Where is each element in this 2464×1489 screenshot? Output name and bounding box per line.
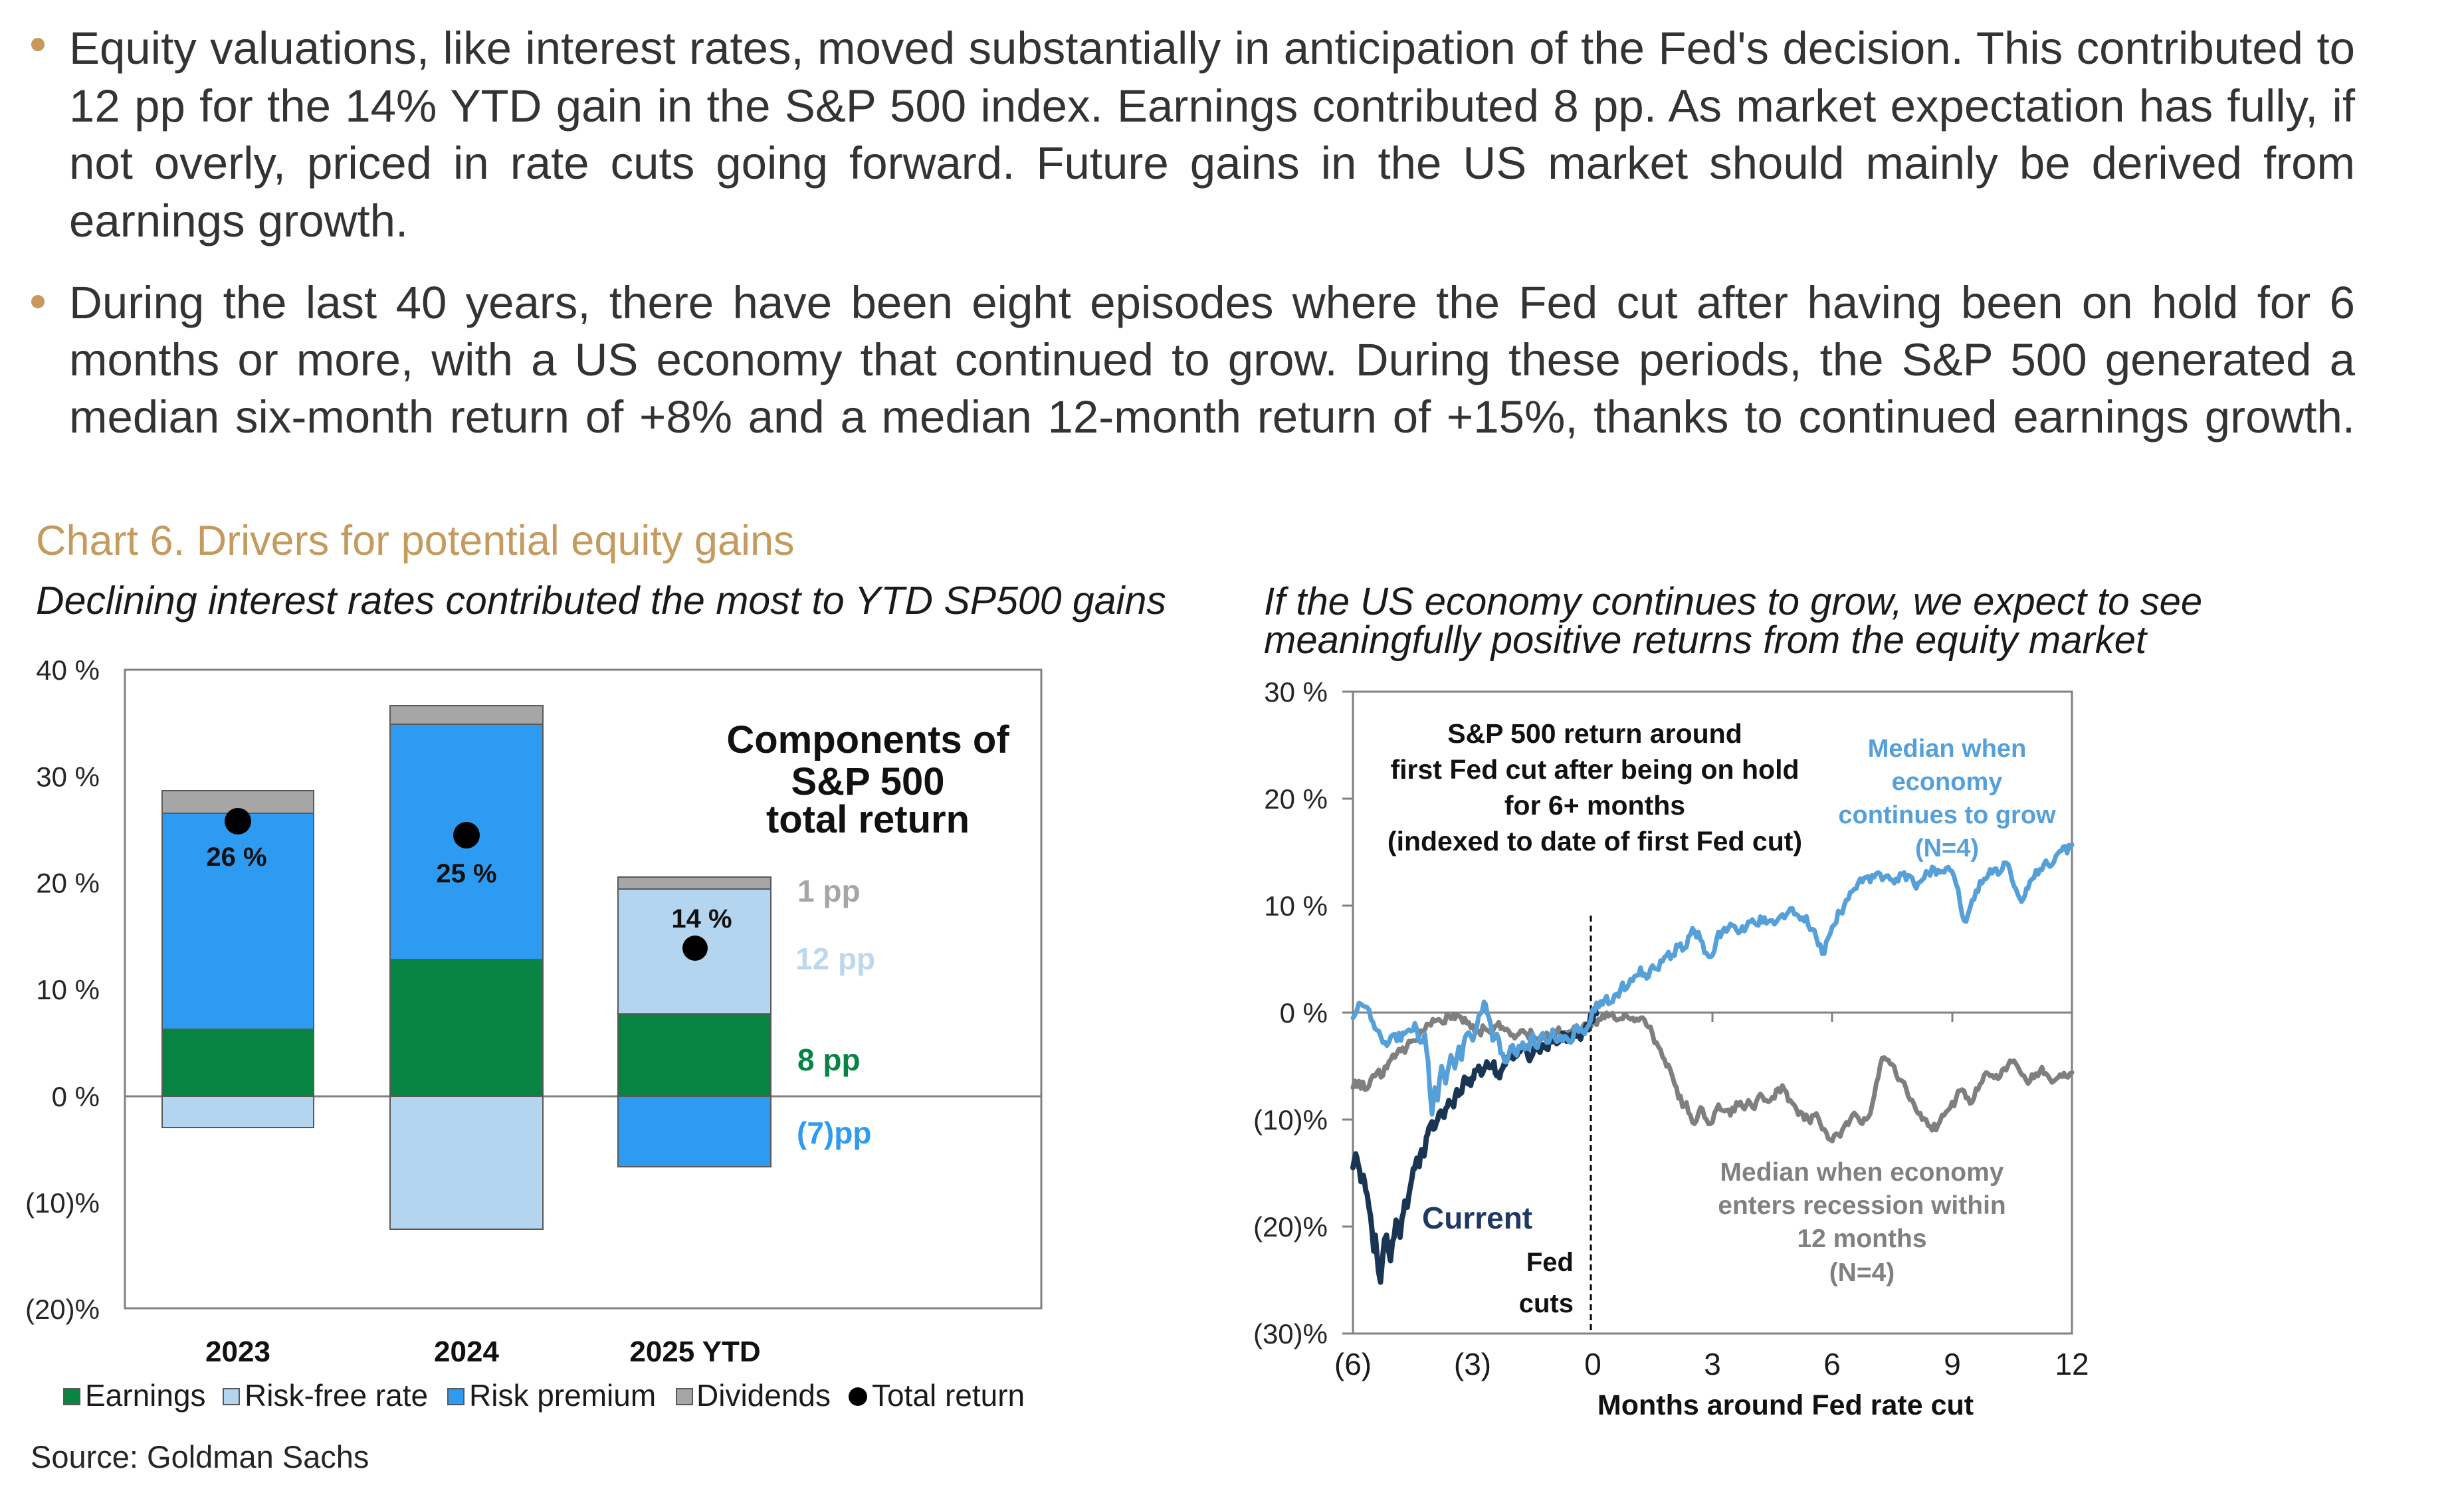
svg-text:(20)%: (20)%: [1253, 1211, 1328, 1242]
svg-text:Median when: Median when: [1868, 735, 2027, 763]
svg-text:9: 9: [1944, 1347, 1961, 1381]
svg-text:20 %: 20 %: [1264, 783, 1328, 815]
svg-text:(20)%: (20)%: [25, 1294, 100, 1325]
svg-text:Total return: Total return: [872, 1378, 1025, 1413]
svg-text:10 %: 10 %: [1264, 890, 1328, 922]
svg-text:(6): (6): [1334, 1347, 1372, 1381]
svg-text:for 6+ months: for 6+ months: [1504, 790, 1685, 821]
svg-text:Months around Fed rate cut: Months around Fed rate cut: [1597, 1389, 1974, 1421]
svg-text:(30)%: (30)%: [1253, 1318, 1328, 1349]
svg-text:Dividends: Dividends: [696, 1378, 831, 1413]
svg-text:8 pp: 8 pp: [797, 1042, 861, 1077]
svg-text:0 %: 0 %: [52, 1081, 100, 1112]
svg-text:0 %: 0 %: [1280, 997, 1328, 1029]
svg-text:12 pp: 12 pp: [795, 942, 875, 976]
svg-text:enters recession within: enters recession within: [1718, 1191, 2005, 1220]
svg-text:(10)%: (10)%: [25, 1187, 100, 1219]
svg-text:Fed: Fed: [1526, 1248, 1574, 1277]
svg-text:(10)%: (10)%: [1253, 1104, 1328, 1136]
svg-text:first Fed cut after being on h: first Fed cut after being on hold: [1391, 754, 1799, 785]
svg-text:S&P 500: S&P 500: [791, 760, 944, 803]
svg-text:(N=4): (N=4): [1829, 1258, 1895, 1287]
svg-text:total return: total return: [766, 798, 970, 841]
svg-text:30 %: 30 %: [36, 761, 100, 792]
svg-text:S&P 500 return around: S&P 500 return around: [1447, 718, 1742, 749]
svg-text:6: 6: [1823, 1347, 1841, 1381]
svg-text:3: 3: [1704, 1347, 1721, 1381]
svg-text:26 %: 26 %: [206, 843, 266, 872]
svg-text:30 %: 30 %: [1264, 676, 1328, 708]
svg-text:25 %: 25 %: [436, 859, 496, 888]
svg-text:Components of: Components of: [726, 718, 1009, 761]
svg-text:(indexed to date of first Fed: (indexed to date of first Fed cut): [1387, 826, 1802, 856]
svg-text:Earnings: Earnings: [85, 1378, 206, 1413]
svg-text:10 %: 10 %: [36, 974, 100, 1005]
svg-text:20 %: 20 %: [36, 868, 100, 899]
svg-text:12: 12: [2055, 1347, 2089, 1381]
svg-text:0: 0: [1584, 1347, 1601, 1381]
svg-text:2024: 2024: [434, 1336, 499, 1368]
svg-text:economy: economy: [1892, 768, 2003, 796]
svg-text:1 pp: 1 pp: [797, 874, 861, 908]
svg-text:Median when economy: Median when economy: [1720, 1158, 2004, 1187]
svg-text:12 months: 12 months: [1797, 1225, 1926, 1253]
svg-text:40 %: 40 %: [36, 654, 100, 686]
svg-text:cuts: cuts: [1519, 1289, 1574, 1318]
svg-text:continues to grow: continues to grow: [1838, 801, 2056, 829]
svg-text:(3): (3): [1454, 1347, 1491, 1381]
svg-text:(7)pp: (7)pp: [797, 1116, 871, 1150]
svg-text:(N=4): (N=4): [1915, 835, 1979, 862]
svg-text:2025 YTD: 2025 YTD: [629, 1336, 760, 1368]
svg-text:2023: 2023: [205, 1336, 270, 1368]
svg-text:14 %: 14 %: [671, 904, 732, 934]
svg-text:Risk-free rate: Risk-free rate: [245, 1378, 428, 1413]
svg-text:Risk premium: Risk premium: [469, 1378, 656, 1413]
svg-text:Current: Current: [1422, 1201, 1532, 1235]
